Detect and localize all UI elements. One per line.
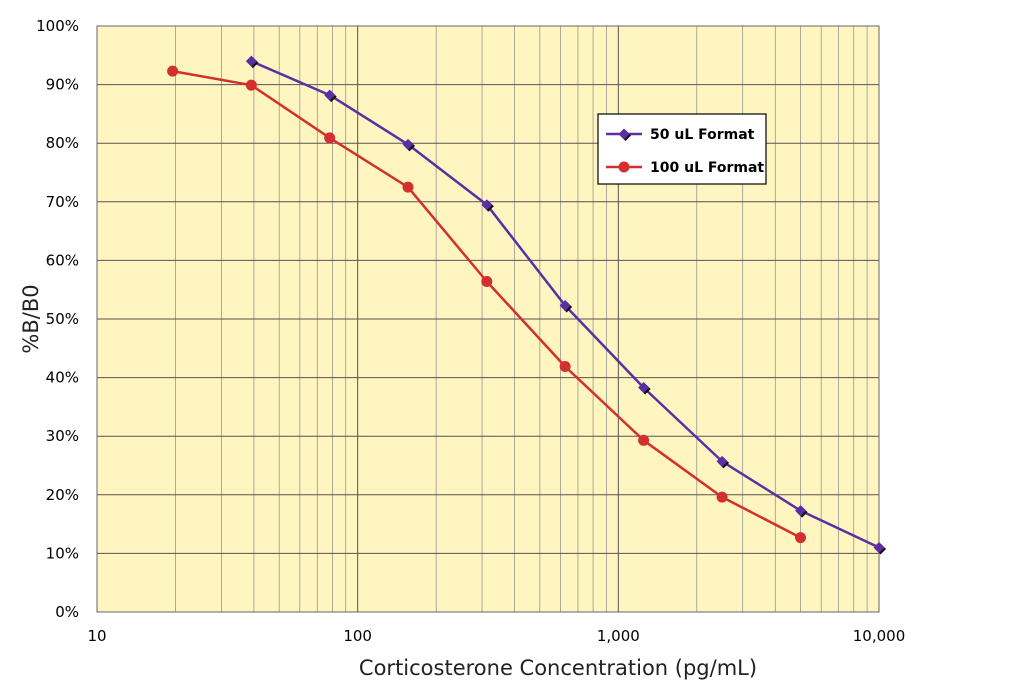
series-layer <box>167 55 886 555</box>
legend-box <box>597 113 767 185</box>
circle-marker <box>324 132 336 144</box>
legend-label: 100 uL Format <box>650 160 764 176</box>
circle-marker <box>559 360 571 372</box>
series-1 <box>245 55 886 555</box>
plot-frame <box>96 25 880 613</box>
x-tick-label: 100 <box>343 627 372 645</box>
y-tick-label: 50% <box>46 310 79 328</box>
y-tick-label: 70% <box>46 193 79 211</box>
x-tick-label: 1,000 <box>597 627 640 645</box>
diamond-marker <box>795 505 807 517</box>
series-2 <box>167 65 807 544</box>
circle-marker <box>638 434 650 446</box>
diamond-marker <box>638 382 650 394</box>
circle-marker <box>795 532 807 544</box>
x-axis-title: Corticosterone Concentration (pg/mL) <box>359 656 757 680</box>
y-tick-label: 0% <box>55 603 79 621</box>
diamond-marker <box>402 138 414 150</box>
diamond-marker <box>559 300 571 312</box>
diamond-marker <box>618 128 630 140</box>
y-tick-label: 20% <box>46 486 79 504</box>
y-tick-label: 10% <box>46 544 79 562</box>
legend: 50 uL Format 100 uL Format <box>597 113 767 185</box>
y-axis-title: %B/B0 <box>19 284 43 353</box>
diamond-marker <box>245 55 257 67</box>
diamond-marker <box>324 89 336 101</box>
y-tick-label: 100% <box>36 17 79 35</box>
legend-label: 50 uL Format <box>650 127 755 143</box>
circle-marker <box>716 491 728 503</box>
diamond-marker <box>716 455 728 467</box>
diamond-marker <box>873 542 885 554</box>
y-tick-labels: 0% 10% 20% 30% 40% 50% 60% 70% 80% 90% 100% <box>36 17 79 621</box>
y-tick-label: 80% <box>46 134 79 152</box>
legend-item: 100 uL Format <box>606 160 764 176</box>
legend-items: 50 uL Format 100 uL Format <box>606 127 764 176</box>
x-tick-label: 10,000 <box>853 627 906 645</box>
y-tick-label: 90% <box>46 76 79 94</box>
legend-item: 50 uL Format <box>606 127 755 143</box>
diamond-marker <box>481 199 493 211</box>
y-tick-label: 30% <box>46 427 79 445</box>
x-tick-labels: 10 100 1,000 10,000 <box>87 627 905 645</box>
circle-marker <box>618 161 630 173</box>
circle-marker <box>167 65 179 77</box>
circle-marker <box>481 275 493 287</box>
y-tick-label: 60% <box>46 251 79 269</box>
x-tick-label: 10 <box>87 627 106 645</box>
circle-marker <box>402 181 414 193</box>
circle-marker <box>245 79 257 91</box>
y-tick-label: 40% <box>46 369 79 387</box>
